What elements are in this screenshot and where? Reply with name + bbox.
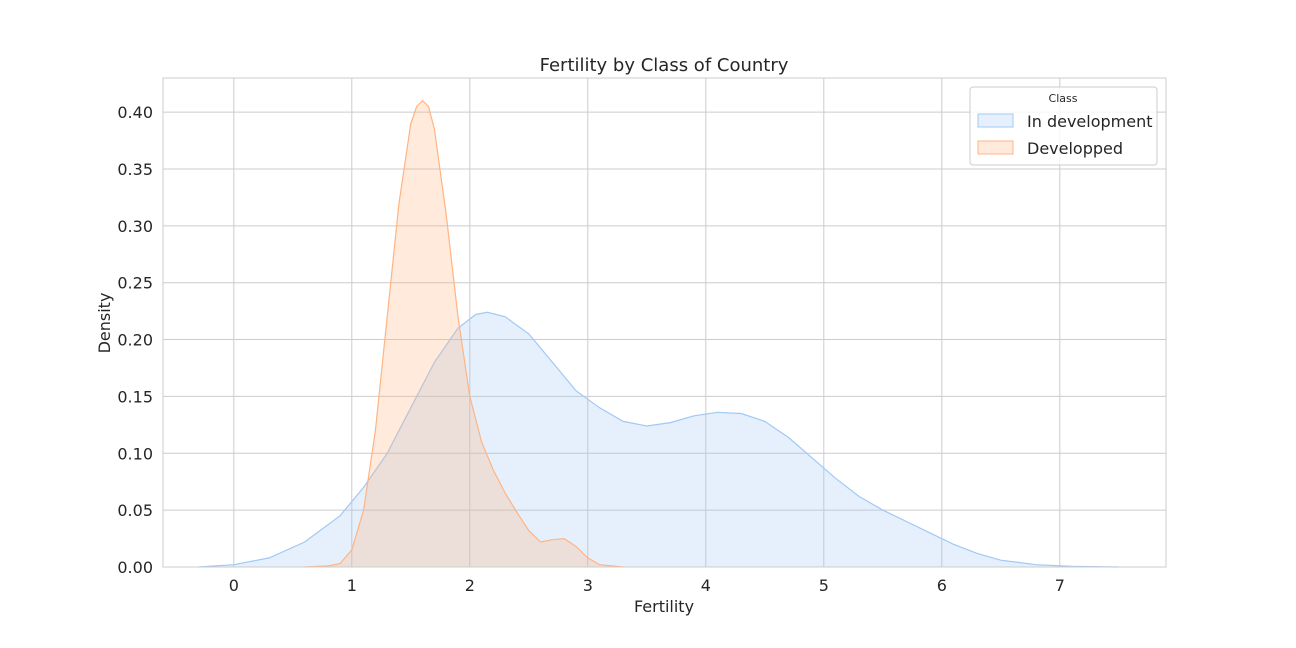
- legend: Class In development Developped: [969, 86, 1158, 166]
- x-tick-label: 3: [583, 576, 593, 595]
- y-tick-label: 0.35: [117, 160, 153, 179]
- density-line-0: [198, 311, 1119, 568]
- y-tick-label: 0.25: [117, 274, 153, 293]
- x-axis-label: Fertility: [634, 597, 694, 616]
- tick-labels: 0 1 2 3 4 5 6 7 0.00 0.05 0.10 0.15 0.20 0.25 0.30 0.35…: [117, 103, 1065, 595]
- y-tick-label: 0.15: [117, 387, 153, 406]
- y-tick-label: 0.40: [117, 103, 153, 122]
- y-tick-label: 0.00: [117, 558, 153, 577]
- chart-title: Fertility by Class of Country: [540, 55, 789, 76]
- x-tick-label: 4: [701, 576, 711, 595]
- y-tick-label: 0.20: [117, 331, 153, 350]
- x-tick-label: 6: [937, 576, 947, 595]
- legend-label-in-development: In development: [1027, 112, 1153, 131]
- x-tick-label: 2: [465, 576, 475, 595]
- x-tick-label: 0: [229, 576, 239, 595]
- legend-title: Class: [1049, 92, 1078, 105]
- legend-box: [969, 86, 1158, 166]
- x-tick-label: 7: [1055, 576, 1065, 595]
- y-tick-label: 0.10: [117, 444, 153, 463]
- density-line-1: [304, 99, 624, 568]
- y-axis-label: Density: [95, 293, 114, 354]
- x-tick-label: 1: [347, 576, 357, 595]
- density-area-0: [198, 312, 1119, 567]
- x-tick-label: 5: [819, 576, 829, 595]
- legend-swatch-developped: [977, 140, 1014, 155]
- density-area-1: [304, 100, 624, 567]
- y-tick-label: 0.30: [117, 217, 153, 236]
- plot-frame: [162, 77, 1167, 568]
- legend-swatch-in-development: [977, 113, 1014, 128]
- legend-label-developped: Developped: [1027, 139, 1123, 158]
- density-areas: [198, 99, 1119, 568]
- y-tick-label: 0.05: [117, 501, 153, 520]
